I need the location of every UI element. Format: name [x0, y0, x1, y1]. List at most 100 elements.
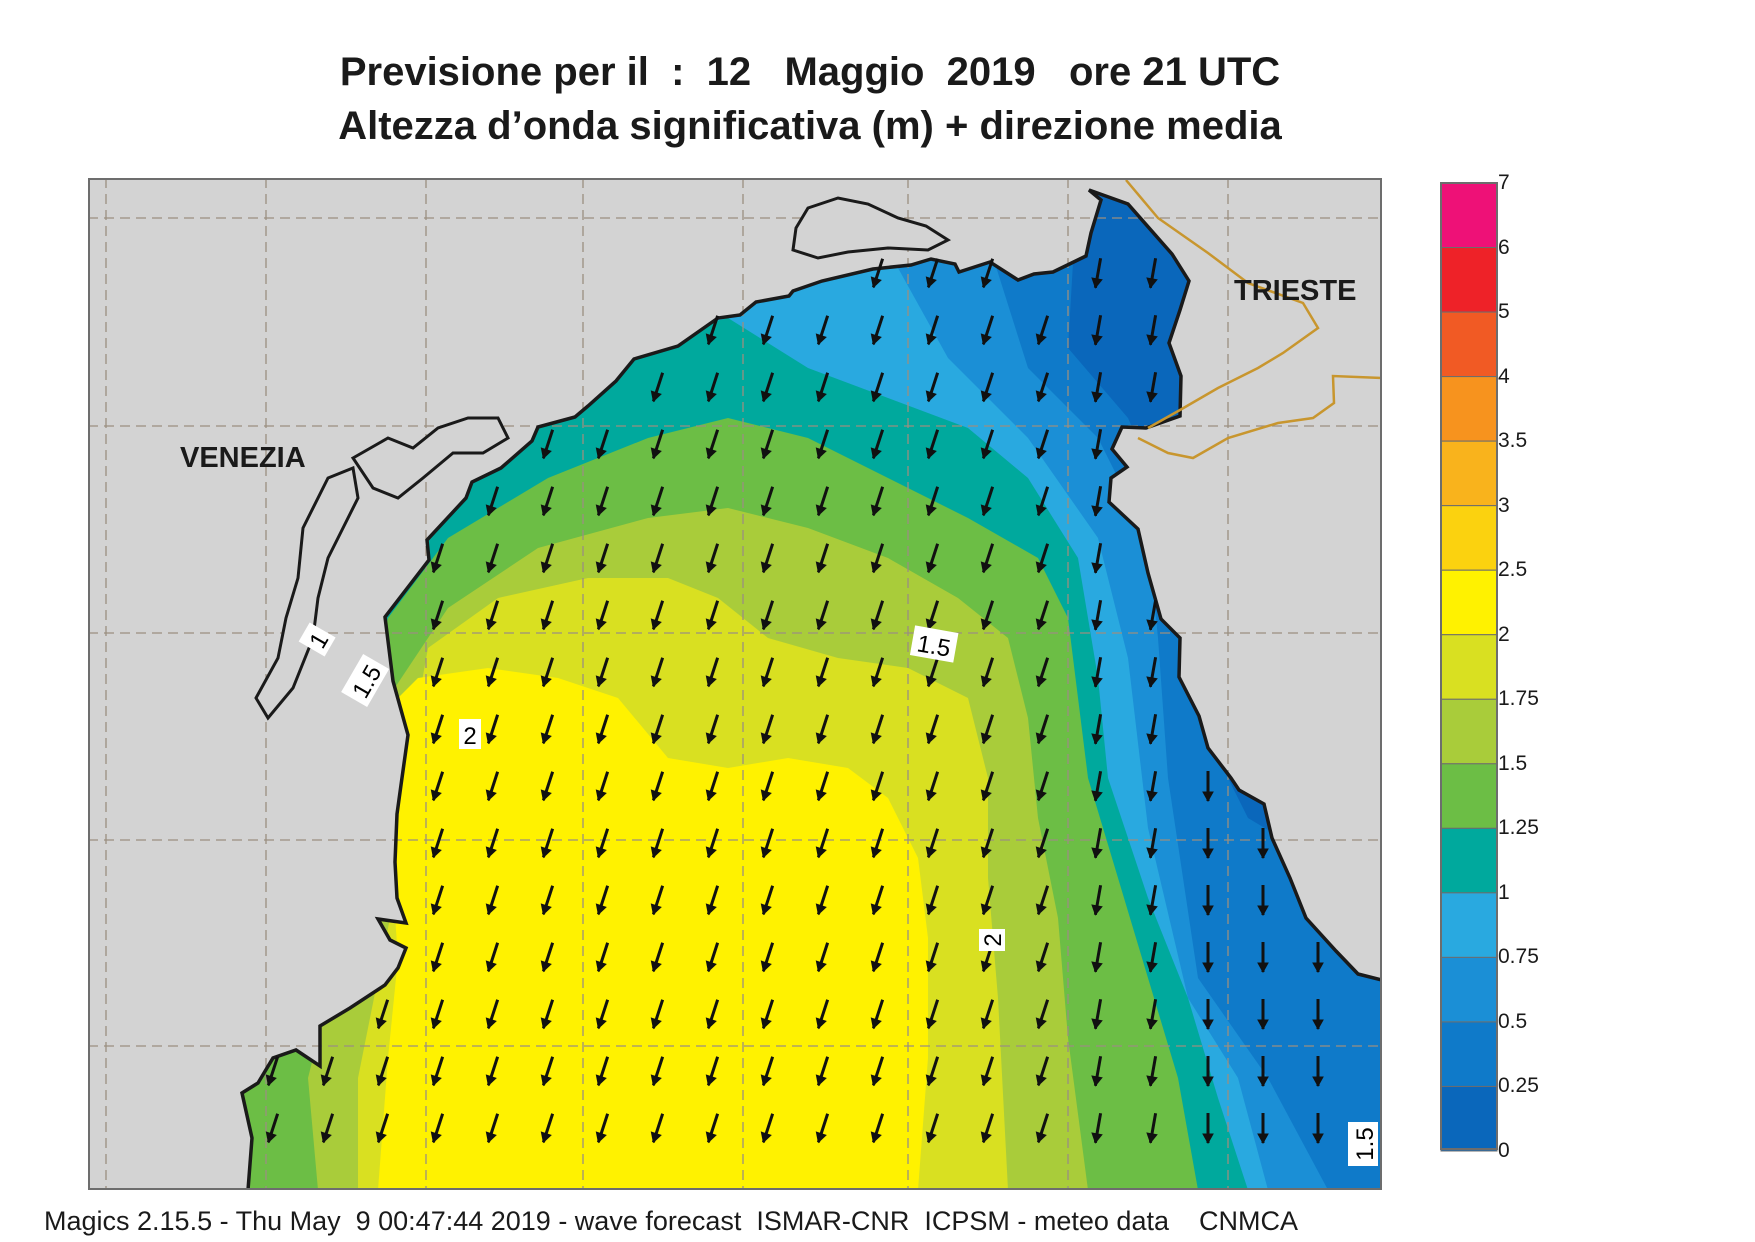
direction-arrow-head: [1035, 618, 1047, 631]
venezia-label: VENEZIA: [180, 442, 306, 474]
direction-arrow-head: [705, 390, 717, 403]
direction-arrow-head: [760, 618, 772, 631]
direction-arrow-head: [1146, 277, 1158, 289]
direction-arrow-head: [1146, 391, 1158, 403]
direction-arrow-head: [1146, 1018, 1158, 1030]
direction-arrow-head: [925, 504, 937, 517]
direction-arrow-head: [1202, 962, 1214, 974]
direction-arrow-head: [870, 732, 882, 745]
direction-arrow-head: [1257, 905, 1269, 917]
direction-arrow-head: [760, 1131, 772, 1144]
direction-arrow-head: [540, 789, 552, 802]
direction-arrow-head: [540, 903, 552, 916]
direction-arrow-head: [870, 276, 882, 289]
direction-arrow-head: [870, 1131, 882, 1144]
direction-arrow-head: [430, 1074, 442, 1087]
direction-arrow-head: [1146, 733, 1158, 745]
direction-arrow-head: [1035, 789, 1047, 802]
direction-arrow-head: [430, 561, 442, 574]
direction-arrow-head: [760, 390, 772, 403]
direction-arrow-head: [925, 903, 937, 916]
direction-arrow-head: [1146, 676, 1158, 688]
direction-arrow-head: [595, 618, 607, 631]
direction-arrow-head: [1091, 676, 1103, 688]
direction-arrow-head: [980, 1017, 992, 1030]
colorbar-label: 5: [1498, 300, 1510, 324]
direction-arrow-head: [1257, 962, 1269, 974]
direction-arrow-head: [980, 390, 992, 403]
contour-label-2-north: 2: [463, 723, 476, 750]
direction-arrow-head: [485, 675, 497, 688]
direction-arrow-head: [815, 1074, 827, 1087]
direction-arrow-head: [1202, 1076, 1214, 1088]
colorbar: [1440, 182, 1498, 1152]
colorbar-cell: [1440, 892, 1498, 958]
direction-arrow-head: [485, 903, 497, 916]
direction-arrow-head: [1257, 848, 1269, 860]
direction-arrow-head: [1035, 960, 1047, 973]
map-title-line-1: Previsione per il : 12 Maggio 2019 ore 2…: [339, 50, 1281, 94]
direction-arrow-head: [1091, 790, 1103, 802]
direction-arrow-head: [980, 1074, 992, 1087]
direction-arrow-head: [650, 675, 662, 688]
direction-arrow-head: [485, 846, 497, 859]
colorbar-label: 0: [1498, 1139, 1510, 1162]
direction-arrow-head: [650, 1017, 662, 1030]
direction-arrow-head: [980, 1131, 992, 1144]
direction-arrow-head: [870, 675, 882, 688]
direction-arrow-head: [870, 903, 882, 916]
colorbar-cell: [1440, 569, 1498, 636]
direction-arrow-head: [430, 846, 442, 859]
direction-arrow-head: [595, 960, 607, 973]
colorbar-cell: [1440, 376, 1498, 442]
direction-arrow-head: [1091, 1018, 1103, 1030]
colorbar-label: 0.5: [1498, 1009, 1528, 1033]
direction-arrow-head: [870, 1074, 882, 1087]
direction-arrow-head: [650, 903, 662, 916]
colorbar-label: 3.5: [1498, 429, 1528, 453]
direction-arrow-head: [980, 846, 992, 859]
direction-arrow-head: [1202, 848, 1214, 860]
direction-arrow-head: [815, 447, 827, 460]
direction-arrow-head: [1091, 505, 1103, 517]
direction-arrow-head: [430, 789, 442, 802]
direction-arrow-head: [650, 732, 662, 745]
direction-arrow-head: [705, 504, 717, 517]
direction-arrow-head: [375, 1074, 387, 1087]
direction-arrow-head: [540, 618, 552, 631]
direction-arrow-head: [925, 675, 937, 688]
colorbar-cell: [1440, 247, 1498, 313]
direction-arrow-head: [925, 618, 937, 631]
lagoon-islands: [254, 196, 952, 721]
colorbar-label: 1.25: [1498, 816, 1539, 840]
direction-arrow-head: [1035, 846, 1047, 859]
direction-arrow-head: [595, 675, 607, 688]
colorbar-cell: [1440, 505, 1498, 571]
direction-arrow-head: [430, 903, 442, 916]
direction-arrow-head: [1312, 962, 1324, 974]
colorbar-label: 1: [1498, 880, 1510, 904]
direction-arrow-head: [870, 846, 882, 859]
direction-arrow-head: [760, 903, 772, 916]
direction-arrow-head: [980, 504, 992, 517]
direction-arrow-head: [1035, 1074, 1047, 1087]
direction-arrow-head: [815, 789, 827, 802]
direction-arrow-head: [760, 1074, 772, 1087]
direction-arrow-head: [815, 561, 827, 574]
colorbar-label: 4: [1498, 364, 1510, 388]
direction-arrow-head: [485, 504, 497, 517]
contour-label-1.5-central: 1.5: [915, 630, 953, 662]
direction-arrow-head: [265, 1131, 277, 1144]
direction-arrow-head: [650, 846, 662, 859]
direction-arrow-head: [1146, 790, 1158, 802]
direction-arrow-head: [1146, 1075, 1158, 1087]
colorbar-cell: [1440, 956, 1498, 1023]
direction-arrow-head: [430, 960, 442, 973]
national-border: [1125, 179, 1382, 460]
direction-arrow-head: [1202, 1019, 1214, 1031]
direction-arrow-head: [595, 732, 607, 745]
direction-arrow-head: [595, 1017, 607, 1030]
direction-arrow-head: [815, 1017, 827, 1030]
direction-arrow-head: [1035, 675, 1047, 688]
direction-arrow-head: [540, 504, 552, 517]
